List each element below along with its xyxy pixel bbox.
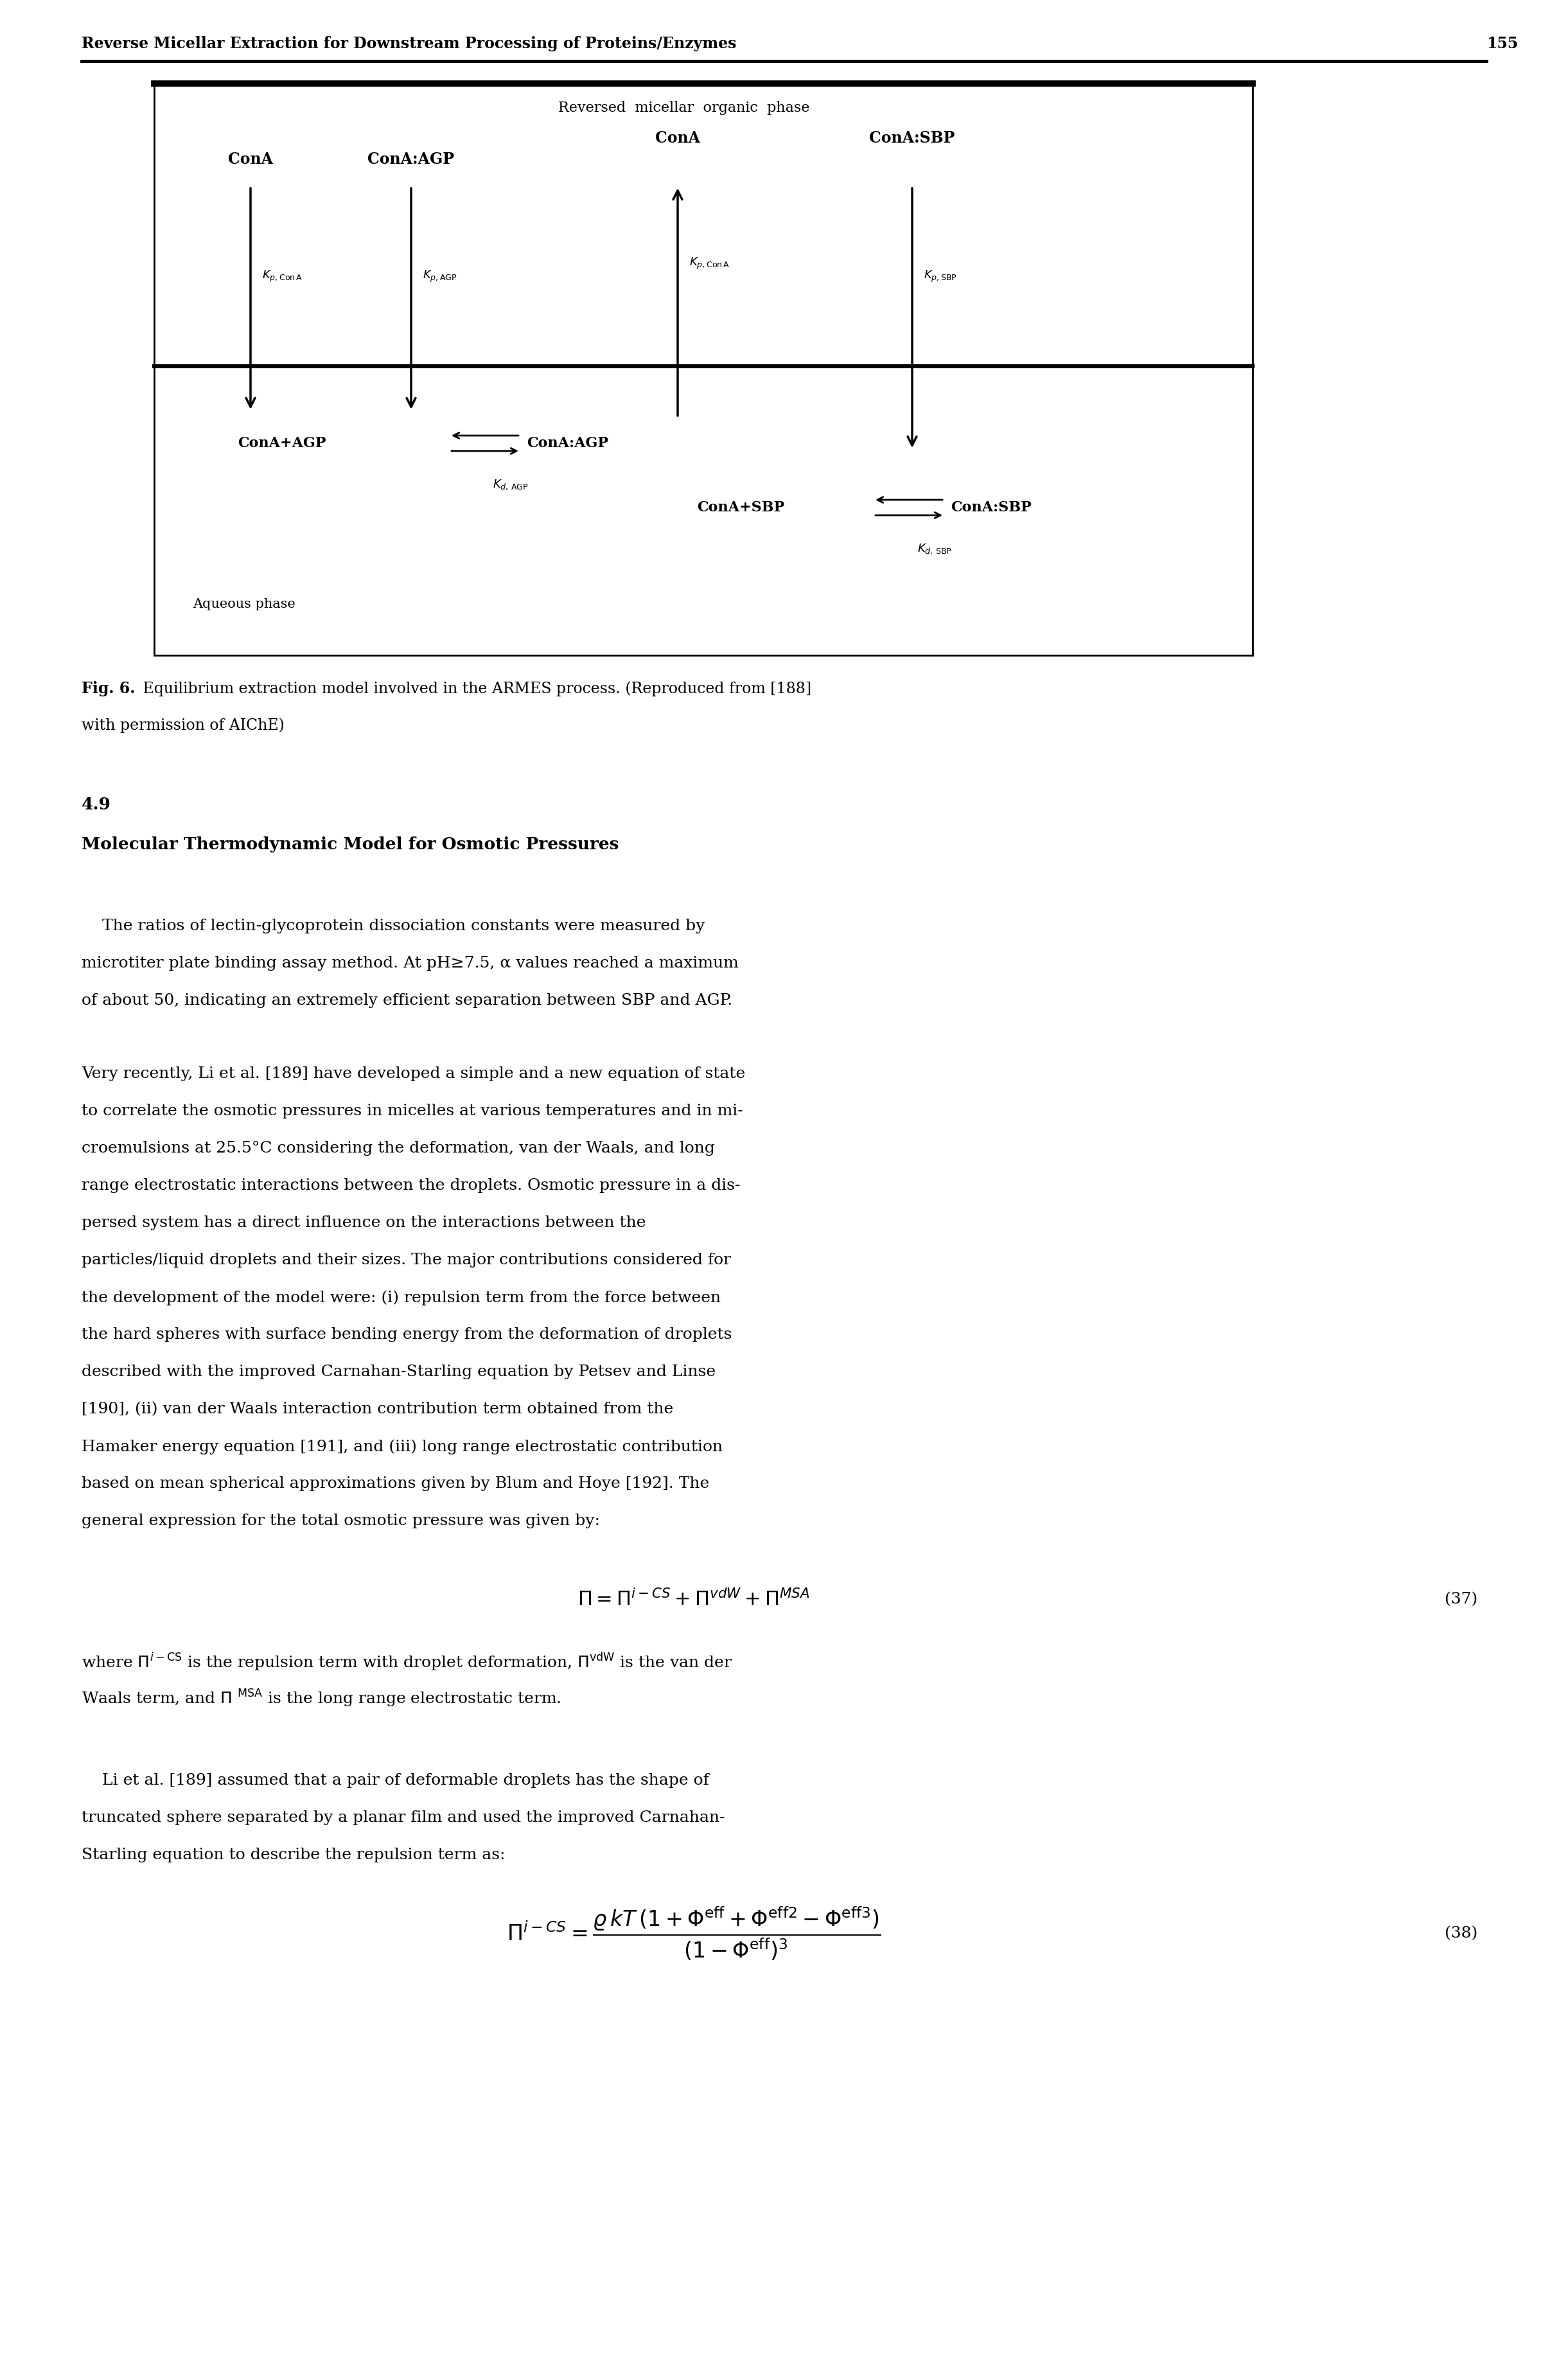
Text: particles/liquid droplets and their sizes. The major contributions considered fo: particles/liquid droplets and their size…: [82, 1253, 731, 1267]
Text: $K_{d,\,\mathrm{SBP}}$: $K_{d,\,\mathrm{SBP}}$: [917, 542, 952, 556]
Text: microtiter plate binding assay method. At pH≥7.5, α values reached a maximum: microtiter plate binding assay method. A…: [82, 956, 739, 970]
Text: (38): (38): [1444, 1925, 1477, 1942]
Text: Equilibrium extraction model involved in the ARMES process. (Reproduced from [18: Equilibrium extraction model involved in…: [138, 680, 811, 696]
Text: truncated sphere separated by a planar film and used the improved Carnahan-: truncated sphere separated by a planar f…: [82, 1811, 724, 1826]
Text: Very recently, Li et al. [189] have developed a simple and a new equation of sta: Very recently, Li et al. [189] have deve…: [82, 1067, 745, 1082]
Text: Fig. 6.: Fig. 6.: [82, 680, 135, 696]
Text: ConA: ConA: [227, 152, 273, 166]
Text: to correlate the osmotic pressures in micelles at various temperatures and in mi: to correlate the osmotic pressures in mi…: [82, 1103, 743, 1120]
Text: Waals term, and $\Pi$ $^{{\rm MSA}}$ is the long range electrostatic term.: Waals term, and $\Pi$ $^{{\rm MSA}}$ is …: [82, 1688, 561, 1709]
Text: range electrostatic interactions between the droplets. Osmotic pressure in a dis: range electrostatic interactions between…: [82, 1179, 740, 1193]
Text: 4.9: 4.9: [82, 796, 111, 813]
Text: with permission of AIChE): with permission of AIChE): [82, 718, 284, 732]
Bar: [154, 83, 1253, 656]
Text: [190], (ii) van der Waals interaction contribution term obtained from the: [190], (ii) van der Waals interaction co…: [82, 1402, 673, 1417]
Text: (37): (37): [1444, 1593, 1477, 1607]
Text: Reversed  micellar  organic  phase: Reversed micellar organic phase: [558, 100, 809, 114]
Text: $K_{p,\mathrm{Con\,A}}$: $K_{p,\mathrm{Con\,A}}$: [690, 257, 731, 271]
Text: $K_{p,\mathrm{Con\,A}}$: $K_{p,\mathrm{Con\,A}}$: [262, 269, 303, 283]
Text: ConA+SBP: ConA+SBP: [696, 502, 784, 513]
Text: persed system has a direct influence on the interactions between the: persed system has a direct influence on …: [82, 1215, 646, 1231]
Text: the hard spheres with surface bending energy from the deformation of droplets: the hard spheres with surface bending en…: [82, 1326, 732, 1343]
Text: ConA:AGP: ConA:AGP: [527, 437, 608, 449]
Text: $\Pi^{i-CS} = \dfrac{\varrho\,k T\,(1 + \Phi^{\rm eff} + \Phi^{\rm eff2} - \Phi^: $\Pi^{i-CS} = \dfrac{\varrho\,k T\,(1 + …: [506, 1906, 881, 1961]
Text: the development of the model were: (i) repulsion term from the force between: the development of the model were: (i) r…: [82, 1291, 721, 1305]
Text: $K_{d,\,\mathrm{AGP}}$: $K_{d,\,\mathrm{AGP}}$: [492, 478, 528, 492]
Text: Li et al. [189] assumed that a pair of deformable droplets has the shape of: Li et al. [189] assumed that a pair of d…: [82, 1773, 709, 1788]
Text: described with the improved Carnahan-Starling equation by Petsev and Linse: described with the improved Carnahan-Sta…: [82, 1364, 715, 1379]
Text: 155: 155: [1486, 36, 1518, 52]
Text: Molecular Thermodynamic Model for Osmotic Pressures: Molecular Thermodynamic Model for Osmoti…: [82, 837, 619, 853]
Text: general expression for the total osmotic pressure was given by:: general expression for the total osmotic…: [82, 1514, 601, 1528]
Text: Aqueous phase: Aqueous phase: [193, 597, 295, 611]
Text: ConA:SBP: ConA:SBP: [950, 502, 1032, 513]
Text: where $\Pi^{i-{\rm CS}}$ is the repulsion term with droplet deformation, $\Pi^{{: where $\Pi^{i-{\rm CS}}$ is the repulsio…: [82, 1652, 732, 1673]
Text: $\Pi = \Pi^{i-CS} + \Pi^{vdW} + \Pi^{MSA}$: $\Pi = \Pi^{i-CS} + \Pi^{vdW} + \Pi^{MSA…: [577, 1590, 811, 1609]
Text: Starling equation to describe the repulsion term as:: Starling equation to describe the repuls…: [82, 1847, 505, 1864]
Text: The ratios of lectin-glycoprotein dissociation constants were measured by: The ratios of lectin-glycoprotein dissoc…: [82, 918, 706, 934]
Text: croemulsions at 25.5°C considering the deformation, van der Waals, and long: croemulsions at 25.5°C considering the d…: [82, 1141, 715, 1155]
Text: $K_{p,\mathrm{AGP}}$: $K_{p,\mathrm{AGP}}$: [423, 269, 458, 283]
Text: ConA:AGP: ConA:AGP: [368, 152, 455, 166]
Text: Hamaker energy equation [191], and (iii) long range electrostatic contribution: Hamaker energy equation [191], and (iii)…: [82, 1438, 723, 1455]
Text: of about 50, indicating an extremely efficient separation between SBP and AGP.: of about 50, indicating an extremely eff…: [82, 994, 732, 1008]
Text: ConA+AGP: ConA+AGP: [238, 437, 326, 449]
Text: ConA: ConA: [655, 131, 701, 145]
Text: based on mean spherical approximations given by Blum and Hoye [192]. The: based on mean spherical approximations g…: [82, 1476, 709, 1490]
Text: ConA:SBP: ConA:SBP: [869, 131, 955, 145]
Text: $K_{p,\mathrm{SBP}}$: $K_{p,\mathrm{SBP}}$: [924, 269, 956, 283]
Text: Reverse Micellar Extraction for Downstream Processing of Proteins/Enzymes: Reverse Micellar Extraction for Downstre…: [82, 36, 737, 52]
